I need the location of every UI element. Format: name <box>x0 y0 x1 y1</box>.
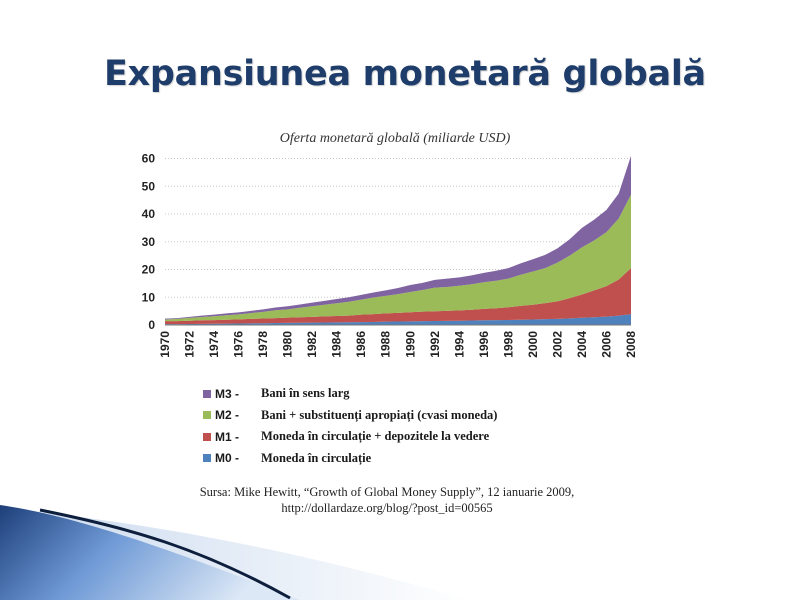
x-tick-label: 1988 <box>379 331 393 358</box>
legend-swatch <box>203 454 211 463</box>
x-tick-label: 1974 <box>207 331 221 358</box>
y-tick-label: 50 <box>142 179 156 193</box>
legend-item-m3: M3 - Bani în sens larg <box>203 383 497 405</box>
legend-label: Bani + substituenți apropiați (cvasi mon… <box>261 407 498 422</box>
x-tick-label: 1980 <box>281 331 295 358</box>
x-tick-label: 1990 <box>403 331 417 358</box>
series-area-m2 <box>165 194 631 322</box>
legend-code: M0 - <box>215 451 239 466</box>
legend-label: Bani în sens larg <box>261 386 350 401</box>
x-tick-label: 1976 <box>232 331 246 358</box>
chart-title: Oferta monetară globală (miliarde USD) <box>279 131 511 146</box>
x-tick-label: 1994 <box>452 331 466 358</box>
y-tick-label: 10 <box>142 290 156 304</box>
swoosh-dark-line <box>39 508 291 600</box>
source-citation: Sursa: Mike Hewitt, “Growth of Global Mo… <box>150 484 624 516</box>
series-area-m1 <box>165 268 631 325</box>
x-tick-label: 2004 <box>575 331 589 358</box>
x-tick-label: 1996 <box>477 331 491 358</box>
swoosh-blue-band <box>0 505 300 600</box>
x-tick-label: 1998 <box>501 331 515 358</box>
y-tick-label: 60 <box>142 152 156 166</box>
legend-item-m1: M1 - Moneda în circulație + depozitele la… <box>203 426 497 448</box>
legend-swatch <box>203 432 211 441</box>
x-tick-label: 1972 <box>183 331 197 358</box>
slide-title: Expansiunea monetară globală <box>104 54 706 94</box>
legend-code: M3 - <box>215 386 239 401</box>
x-tick-label: 1970 <box>158 331 172 358</box>
x-tick-label: 2000 <box>526 331 540 358</box>
x-tick-label: 2006 <box>599 331 613 358</box>
x-tick-label: 1986 <box>354 331 368 358</box>
legend-code: M2 - <box>215 408 239 423</box>
y-tick-label: 40 <box>142 207 156 221</box>
x-tick-label: 2002 <box>550 331 564 358</box>
legend-label: Moneda în circulație + depozitele la ved… <box>261 429 490 444</box>
source-line-1: Sursa: Mike Hewitt, “Growth of Global Mo… <box>199 485 575 499</box>
series-area-m0 <box>165 314 631 325</box>
legend-code: M1 - <box>215 429 239 444</box>
legend-item-m2: M2 - Bani + substituenți apropiați (cvasi… <box>203 405 497 427</box>
legend-swatch <box>203 411 211 420</box>
legend-swatch <box>203 389 211 398</box>
y-tick-label: 20 <box>142 263 156 277</box>
chart-legend: M3 - Bani în sens larg M2 - Bani + substitu… <box>203 383 497 469</box>
x-tick-label: 1982 <box>305 331 319 358</box>
legend-item-m0: M0 - Moneda în circulație <box>203 448 497 470</box>
source-line-2: http://dollardaze.org/blog/?post_id=0056… <box>281 501 493 515</box>
x-tick-label: 1978 <box>256 331 270 358</box>
x-tick-label: 1984 <box>330 331 344 358</box>
y-tick-label: 0 <box>148 318 155 332</box>
x-tick-label: 1992 <box>428 331 442 358</box>
x-tick-label: 2008 <box>624 331 638 358</box>
legend-label: Moneda în circulație <box>261 450 372 465</box>
y-tick-label: 30 <box>142 235 156 249</box>
